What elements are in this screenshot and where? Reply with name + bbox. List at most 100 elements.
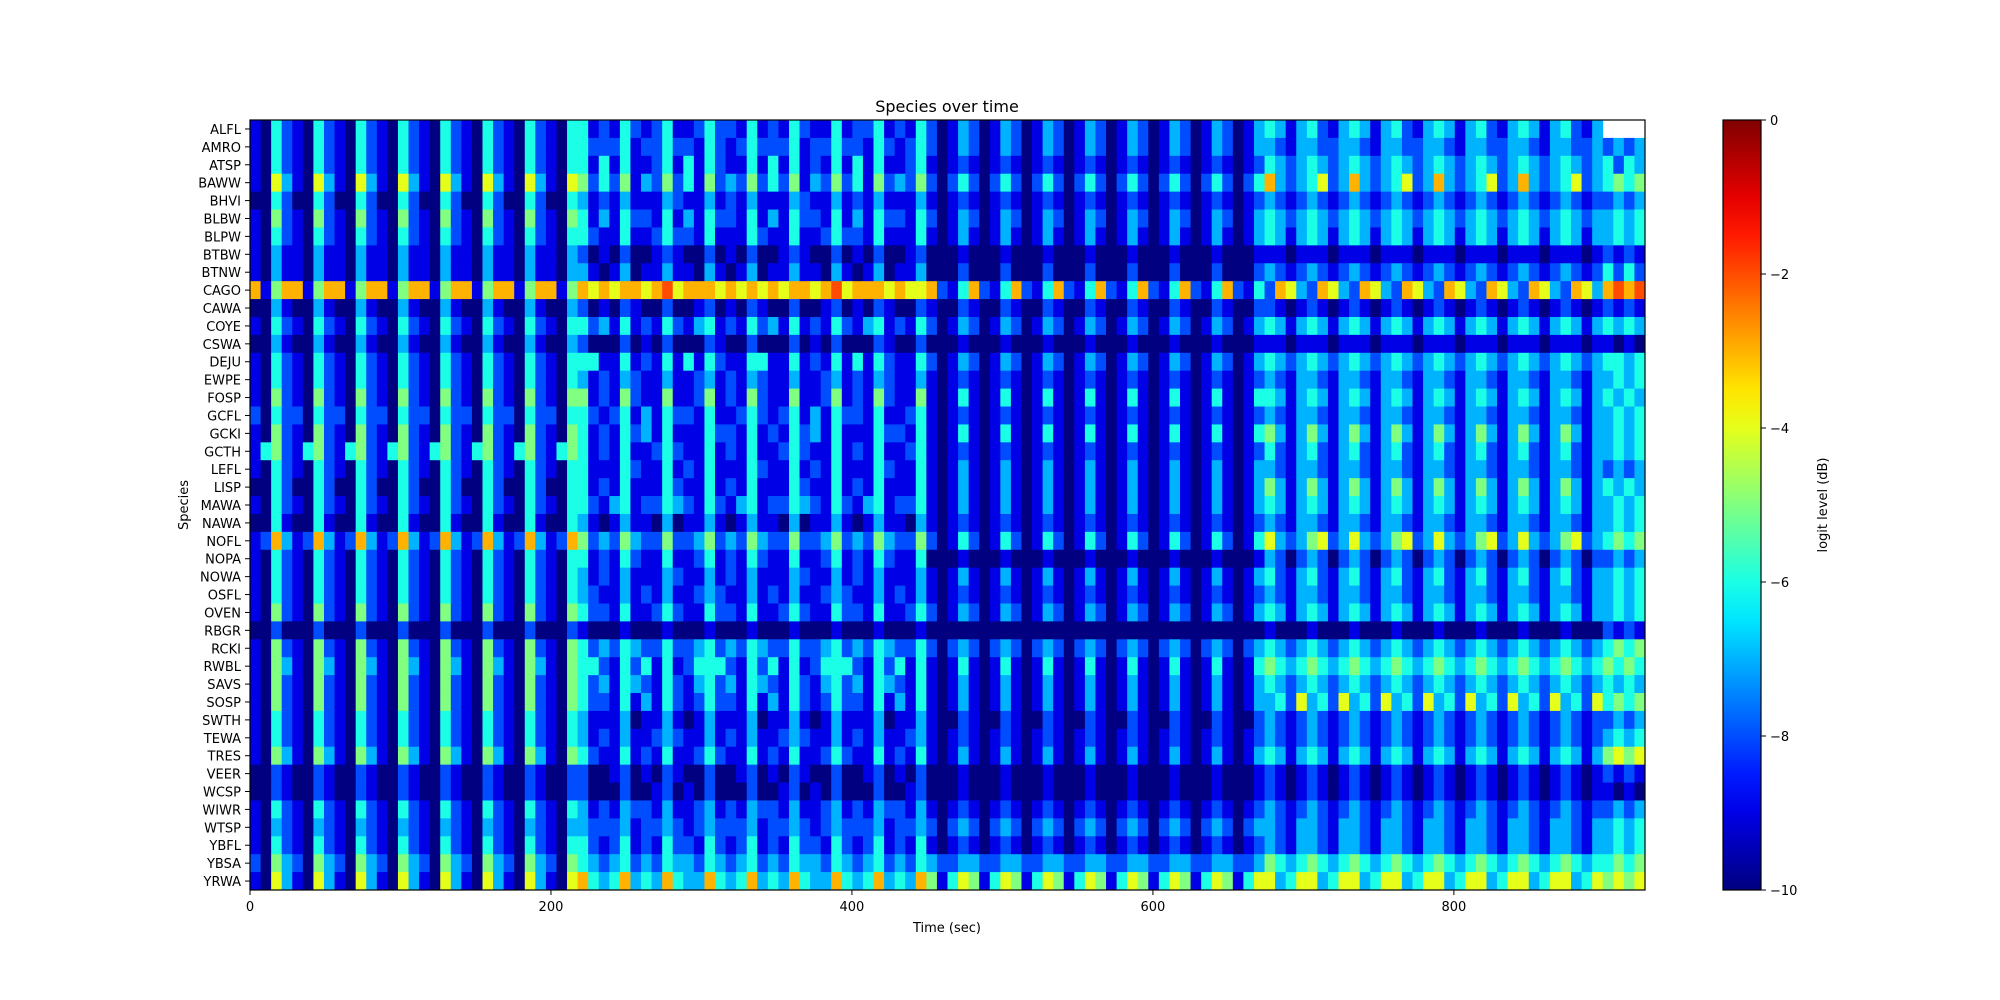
heatmap-cell [968,316,980,336]
heatmap-cell [651,263,663,282]
heatmap-cell [1433,531,1445,551]
heatmap-cell [1190,693,1202,712]
heatmap-cell [1021,424,1033,443]
heatmap-cell [1380,603,1392,622]
heatmap-cell [683,549,695,569]
heatmap-cell [503,334,515,354]
heatmap-cell [345,675,357,694]
heatmap-cell [1581,496,1593,515]
heatmap-cell [461,710,473,730]
heatmap-cell [1021,460,1033,479]
heatmap-cell [1370,621,1382,640]
heatmap-cell [366,567,378,586]
heatmap-cell [651,746,663,766]
heatmap-cell [408,639,420,658]
heatmap-cell [271,191,283,210]
heatmap-cell [1232,675,1244,694]
heatmap-cell [313,621,325,640]
heatmap-cell [503,137,515,157]
heatmap-cell [725,155,737,175]
heatmap-cell [757,621,769,640]
heatmap-cell [1042,245,1054,264]
heatmap-cell [345,352,357,372]
heatmap-cell [461,209,473,228]
heatmap-cell [810,549,822,569]
heatmap-cell [1444,227,1456,246]
heatmap-cell [345,173,357,193]
heatmap-cell [292,693,304,712]
heatmap-cell [366,227,378,246]
heatmap-cell [1549,657,1561,676]
heatmap-cell [799,621,811,640]
heatmap-cell [746,316,758,336]
heatmap-cell [1063,424,1075,443]
heatmap-cell [323,567,335,586]
heatmap-cell [334,621,346,640]
heatmap-cell [1137,316,1149,336]
heatmap-cell [852,549,864,569]
heatmap-cell [1180,227,1191,246]
heatmap-cell [757,352,769,372]
heatmap-cell [1243,764,1255,783]
heatmap-cell [1613,299,1625,318]
heatmap-cell [799,155,811,175]
heatmap-cell [482,245,494,264]
heatmap-cell [1042,531,1054,551]
heatmap-cell [693,191,705,210]
heatmap-cell [1401,316,1413,336]
heatmap-cell [926,549,938,569]
heatmap-cell [1000,603,1012,622]
heatmap-cell [408,657,420,676]
heatmap-cell [1528,657,1540,676]
heatmap-cell [1444,657,1456,676]
heatmap-cell [1095,478,1107,497]
heatmap-cell [757,227,769,246]
heatmap-cell [577,299,589,318]
heatmap-cell [820,531,832,551]
heatmap-cell [1063,675,1075,694]
heatmap-cell [1444,155,1456,175]
heatmap-cell [958,299,970,318]
heatmap-cell [725,710,737,730]
heatmap-cell [514,675,526,694]
heatmap-cell [1253,478,1265,497]
heatmap-cell [1380,370,1392,390]
heatmap-cell [323,137,335,157]
heatmap-cell [936,549,948,569]
heatmap-cell [567,460,579,479]
heatmap-cell [535,478,547,497]
heatmap-cell [429,137,441,157]
heatmap-cell [1507,657,1519,676]
heatmap-cell [1063,496,1075,515]
heatmap-cell [1592,245,1604,264]
heatmap-cell [545,245,557,264]
heatmap-cell [1338,531,1350,551]
heatmap-cell [1296,531,1308,551]
heatmap-cell [397,191,409,210]
heatmap-cell [598,782,610,801]
heatmap-cell [588,334,600,354]
heatmap-cell [746,442,758,461]
heatmap-cell [1602,191,1614,210]
heatmap-cell [471,567,483,586]
heatmap-cell [1211,710,1223,730]
heatmap-cell [598,603,610,622]
heatmap-cell [1253,120,1265,139]
heatmap-cell [493,209,505,228]
heatmap-cell [1084,370,1096,390]
heatmap-cell [1000,657,1012,676]
heatmap-cell [260,603,272,622]
heatmap-cell [989,191,1001,210]
heatmap-cell [1454,173,1466,193]
heatmap-cell [271,370,283,390]
heatmap-cell [915,531,927,551]
heatmap-cell [292,639,304,658]
heatmap-cell [1010,334,1022,354]
heatmap-cell [958,639,970,658]
heatmap-cell [1180,316,1191,336]
heatmap-cell [334,442,346,461]
heatmap-cell [1063,782,1075,801]
heatmap-cell [1497,549,1509,569]
heatmap-cell [260,352,272,372]
heatmap-cell [1053,120,1065,139]
